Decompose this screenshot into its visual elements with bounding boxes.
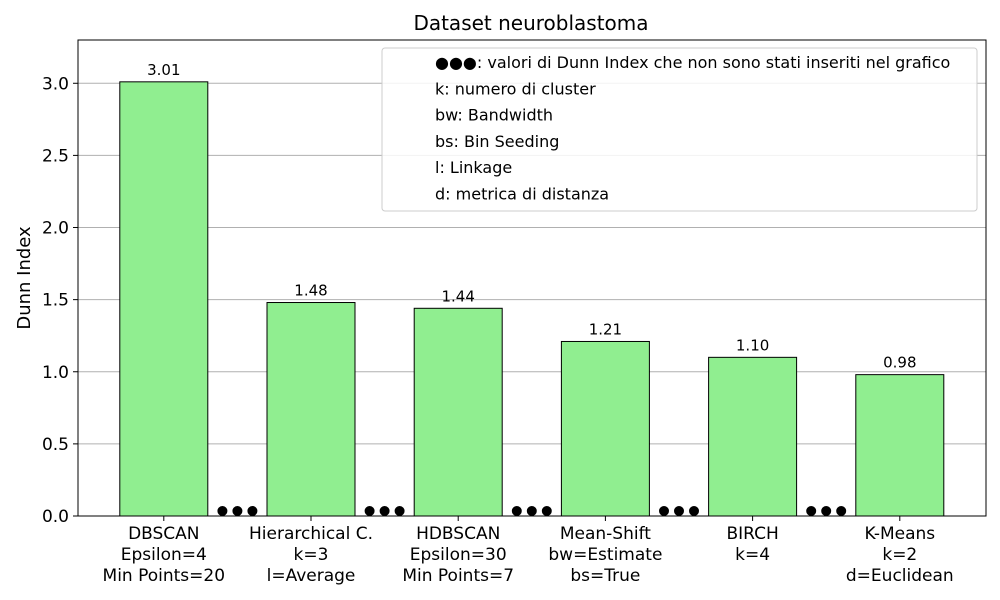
x-tick-label: Epsilon=4 bbox=[121, 545, 207, 565]
gap-marker-dot bbox=[821, 506, 832, 516]
gap-markers bbox=[217, 506, 847, 516]
bar bbox=[119, 81, 209, 517]
x-tick-label: bs=True bbox=[570, 566, 640, 586]
gap-marker-dot bbox=[247, 506, 258, 516]
bar bbox=[855, 374, 945, 517]
gap-marker-dot bbox=[806, 506, 817, 516]
gap-marker-dot bbox=[232, 506, 243, 516]
x-tick-label: k=3 bbox=[294, 545, 329, 565]
legend-entry: l: Linkage bbox=[435, 158, 512, 177]
legend-entry: bs: Bin Seeding bbox=[435, 132, 559, 151]
legend: ●●●: valori di Dunn Index che non sono s… bbox=[381, 47, 978, 212]
y-tick-label: 2.0 bbox=[42, 219, 69, 239]
y-axis-ticks: 0.0 0.5 1.0 1.5 2.0 2.5 3.0 bbox=[42, 74, 78, 527]
x-tick-label: DBSCAN bbox=[128, 524, 199, 544]
y-tick-label: 2.5 bbox=[42, 146, 69, 166]
gap-marker-dot bbox=[659, 506, 669, 516]
gap-marker-dot bbox=[217, 506, 228, 516]
x-tick-label: Mean-Shift bbox=[560, 524, 651, 544]
gap-marker-dot bbox=[379, 506, 390, 516]
gap-marker-dot bbox=[541, 506, 552, 516]
legend-entry: k: numero di cluster bbox=[435, 79, 596, 98]
bar-value-label: 0.98 bbox=[883, 354, 916, 372]
bar bbox=[413, 307, 503, 517]
x-tick-label: Min Points=7 bbox=[402, 566, 514, 586]
y-tick-label: 1.5 bbox=[42, 291, 69, 311]
legend-box bbox=[381, 47, 978, 212]
y-tick-label: 0.0 bbox=[42, 507, 69, 527]
plot-frame bbox=[77, 39, 987, 517]
x-tick-label: l=Average bbox=[267, 566, 356, 586]
x-tick-label: Min Points=20 bbox=[103, 566, 226, 586]
legend-entry: bw: Bandwidth bbox=[435, 106, 553, 125]
x-tick-label: BIRCH bbox=[726, 524, 778, 544]
bar-value-label: 1.44 bbox=[441, 287, 474, 305]
x-tick-label: k=2 bbox=[882, 545, 917, 565]
bar bbox=[708, 356, 798, 517]
gap-marker-dot bbox=[674, 506, 684, 516]
bar-value-label: 1.21 bbox=[589, 320, 622, 338]
y-tick-label: 0.5 bbox=[42, 435, 69, 455]
legend-entry: d: metrica di distanza bbox=[435, 185, 609, 204]
x-tick-label: d=Euclidean bbox=[846, 566, 954, 586]
x-tick-label: bw=Estimate bbox=[548, 545, 662, 565]
x-tick-label: k=4 bbox=[735, 545, 770, 565]
gap-marker-dot bbox=[511, 506, 522, 516]
legend-entry: ●●●: valori di Dunn Index che non sono s… bbox=[435, 53, 950, 72]
bars: 3.01 1.48 1.44 1.21 1.10 0.98 bbox=[119, 61, 945, 517]
bar-value-label: 3.01 bbox=[147, 61, 180, 79]
bar-value-label: 1.48 bbox=[294, 282, 327, 300]
gap-marker-dot bbox=[836, 506, 847, 516]
x-tick-label: Epsilon=30 bbox=[410, 545, 507, 565]
y-axis-title: Dunn Index bbox=[14, 226, 35, 330]
y-tick-label: 3.0 bbox=[42, 74, 69, 94]
gap-marker-dot bbox=[526, 506, 537, 516]
x-tick-label: K-Means bbox=[864, 524, 935, 544]
gap-marker-dot bbox=[689, 506, 699, 516]
bar bbox=[266, 302, 356, 517]
bar-value-label: 1.10 bbox=[736, 336, 769, 354]
gap-marker-dot bbox=[364, 506, 375, 516]
x-tick-label: Hierarchical C. bbox=[249, 524, 373, 544]
bar bbox=[560, 340, 650, 517]
y-tick-label: 1.0 bbox=[42, 363, 69, 383]
x-tick-label: HDBSCAN bbox=[416, 524, 500, 544]
chart-title: Dataset neuroblastoma bbox=[413, 11, 648, 35]
gap-marker-dot bbox=[394, 506, 405, 516]
